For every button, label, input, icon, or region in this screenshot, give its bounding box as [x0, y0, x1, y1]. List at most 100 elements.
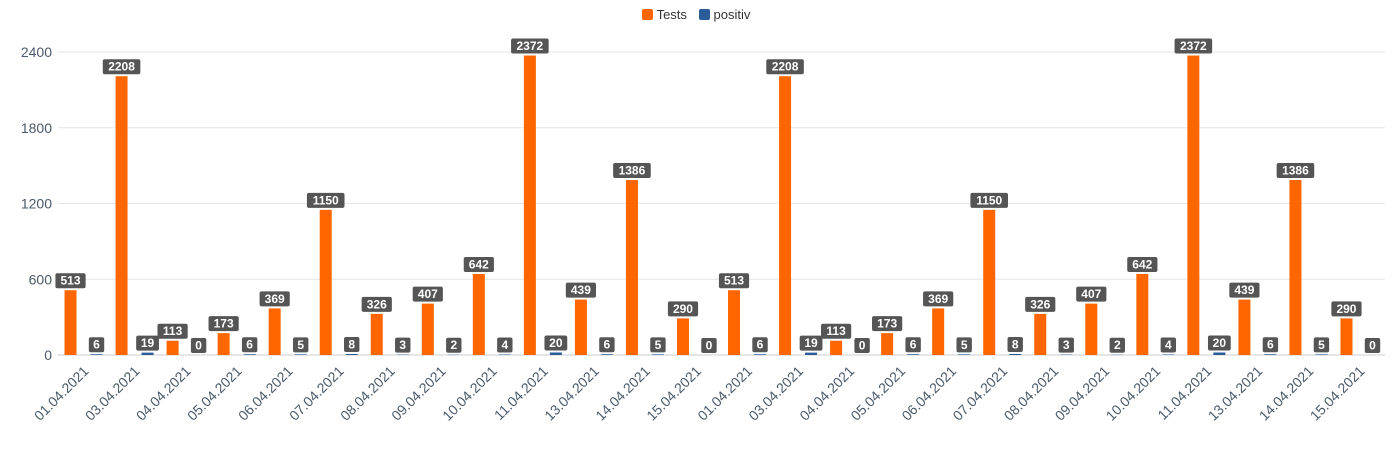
- data-label-positiv-bg: [190, 338, 207, 353]
- data-label-tests-bg: [157, 323, 188, 339]
- data-label-tests-bg: [511, 38, 549, 54]
- data-label-positiv-text: 4: [501, 338, 508, 352]
- data-label-tests-bg: [1174, 38, 1213, 54]
- bar-tests[interactable]: [421, 303, 434, 355]
- data-label-positiv: 19: [136, 335, 159, 351]
- bar-tests[interactable]: [932, 308, 945, 355]
- data-label-tests-text: 290: [1336, 302, 1356, 316]
- data-labels: 5136220819113017363695115083263407264242…: [55, 38, 1381, 353]
- data-label-tests-text: 369: [928, 292, 948, 306]
- bar-positiv[interactable]: [600, 354, 613, 355]
- bar-positiv[interactable]: [90, 354, 103, 355]
- bar-tests[interactable]: [1289, 180, 1302, 355]
- data-label-positiv-text: 0: [1369, 339, 1376, 353]
- bar-tests[interactable]: [983, 209, 996, 355]
- bar-tests[interactable]: [472, 273, 485, 355]
- data-label-tests: 407: [412, 286, 443, 302]
- data-label-tests-bg: [102, 59, 141, 75]
- bar-positiv[interactable]: [345, 353, 358, 355]
- data-label-positiv: 6: [88, 337, 105, 353]
- data-label-positiv: 6: [905, 337, 921, 353]
- bar-tests[interactable]: [574, 299, 587, 355]
- data-label-tests-bg: [667, 301, 699, 317]
- data-label-positiv-bg: [854, 338, 870, 353]
- bar-tests[interactable]: [319, 209, 332, 355]
- bar-positiv[interactable]: [805, 352, 818, 355]
- data-label-positiv-bg: [599, 337, 615, 353]
- bar-tests[interactable]: [64, 290, 77, 355]
- data-label-tests: 2372: [1174, 38, 1213, 54]
- bar-positiv[interactable]: [907, 354, 920, 355]
- bar-tests[interactable]: [1238, 299, 1251, 355]
- data-label-positiv: 6: [599, 337, 615, 353]
- data-label-positiv-bg: [395, 337, 411, 353]
- data-label-tests: 513: [718, 273, 750, 289]
- bar-positiv[interactable]: [1162, 354, 1175, 355]
- data-label-tests: 113: [820, 323, 852, 339]
- data-label-positiv-bg: [752, 337, 768, 353]
- bar-tests[interactable]: [268, 308, 281, 355]
- bar-positiv[interactable]: [498, 354, 511, 355]
- data-label-positiv: 20: [1207, 335, 1231, 351]
- legend-item-tests[interactable]: Tests: [641, 7, 687, 22]
- data-label-positiv: 6: [752, 337, 768, 353]
- bar-positiv[interactable]: [141, 352, 154, 355]
- bar-positiv[interactable]: [1315, 354, 1328, 355]
- bar-tests[interactable]: [370, 313, 383, 355]
- data-label-tests: 2372: [511, 38, 549, 54]
- data-label-positiv: 0: [1364, 338, 1381, 353]
- bar-tests[interactable]: [1340, 318, 1353, 355]
- data-label-tests: 326: [1025, 296, 1056, 312]
- bar-tests[interactable]: [779, 76, 792, 356]
- bar-tests[interactable]: [1187, 55, 1200, 355]
- bar-positiv[interactable]: [549, 352, 562, 355]
- legend-label-tests: Tests: [656, 7, 687, 22]
- data-label-positiv: 4: [497, 337, 513, 353]
- legend-item-positiv[interactable]: positiv: [698, 7, 750, 22]
- data-label-tests-text: 439: [571, 283, 591, 297]
- bar-tests[interactable]: [115, 76, 128, 356]
- data-label-positiv-text: 5: [961, 338, 968, 352]
- bar-tests[interactable]: [830, 340, 843, 355]
- data-label-positiv-text: 3: [399, 338, 406, 352]
- bar-tests[interactable]: [881, 333, 894, 355]
- bar-positiv[interactable]: [243, 354, 256, 355]
- bar-tests[interactable]: [523, 55, 536, 355]
- bar-positiv[interactable]: [958, 354, 971, 355]
- bar-tests[interactable]: [676, 318, 689, 355]
- bar-positiv[interactable]: [754, 354, 767, 355]
- bar-tests[interactable]: [1034, 313, 1047, 355]
- data-label-positiv-text: 6: [910, 338, 917, 352]
- data-label-tests-bg: [1331, 301, 1362, 317]
- data-label-tests-bg: [872, 316, 903, 332]
- bar-tests[interactable]: [1085, 303, 1098, 355]
- data-label-positiv: 6: [241, 337, 258, 353]
- bar-positiv[interactable]: [1213, 352, 1226, 355]
- bar-tests[interactable]: [217, 333, 230, 355]
- bar-positiv[interactable]: [1264, 354, 1277, 355]
- data-label-positiv: 0: [701, 338, 717, 353]
- data-label-tests: 369: [923, 291, 954, 307]
- bar-positiv[interactable]: [651, 354, 664, 355]
- data-label-tests-text: 513: [61, 274, 81, 288]
- data-label-tests-bg: [55, 273, 86, 289]
- data-label-positiv-text: 6: [93, 338, 100, 352]
- data-label-positiv-bg: [799, 335, 823, 351]
- bar-positiv[interactable]: [294, 354, 307, 355]
- bar-positiv[interactable]: [1009, 353, 1022, 355]
- x-axis: 01.04.202103.04.202104.04.202105.04.2021…: [31, 363, 1368, 424]
- data-label-positiv-text: 0: [859, 339, 866, 353]
- bar-tests[interactable]: [728, 290, 741, 355]
- bar-tests[interactable]: [625, 180, 638, 355]
- data-label-positiv-bg: [497, 337, 513, 353]
- bar-tests[interactable]: [1136, 273, 1149, 355]
- data-label-tests-text: 642: [469, 257, 489, 271]
- data-label-positiv: 0: [854, 338, 870, 353]
- data-label-positiv-text: 5: [655, 338, 662, 352]
- bar-tests[interactable]: [166, 340, 179, 355]
- data-label-positiv-bg: [1058, 337, 1074, 353]
- data-label-tests-bg: [1276, 163, 1315, 179]
- data-label-tests-text: 326: [1030, 297, 1050, 311]
- data-label-positiv-text: 19: [141, 336, 155, 350]
- data-label-tests: 642: [463, 256, 494, 272]
